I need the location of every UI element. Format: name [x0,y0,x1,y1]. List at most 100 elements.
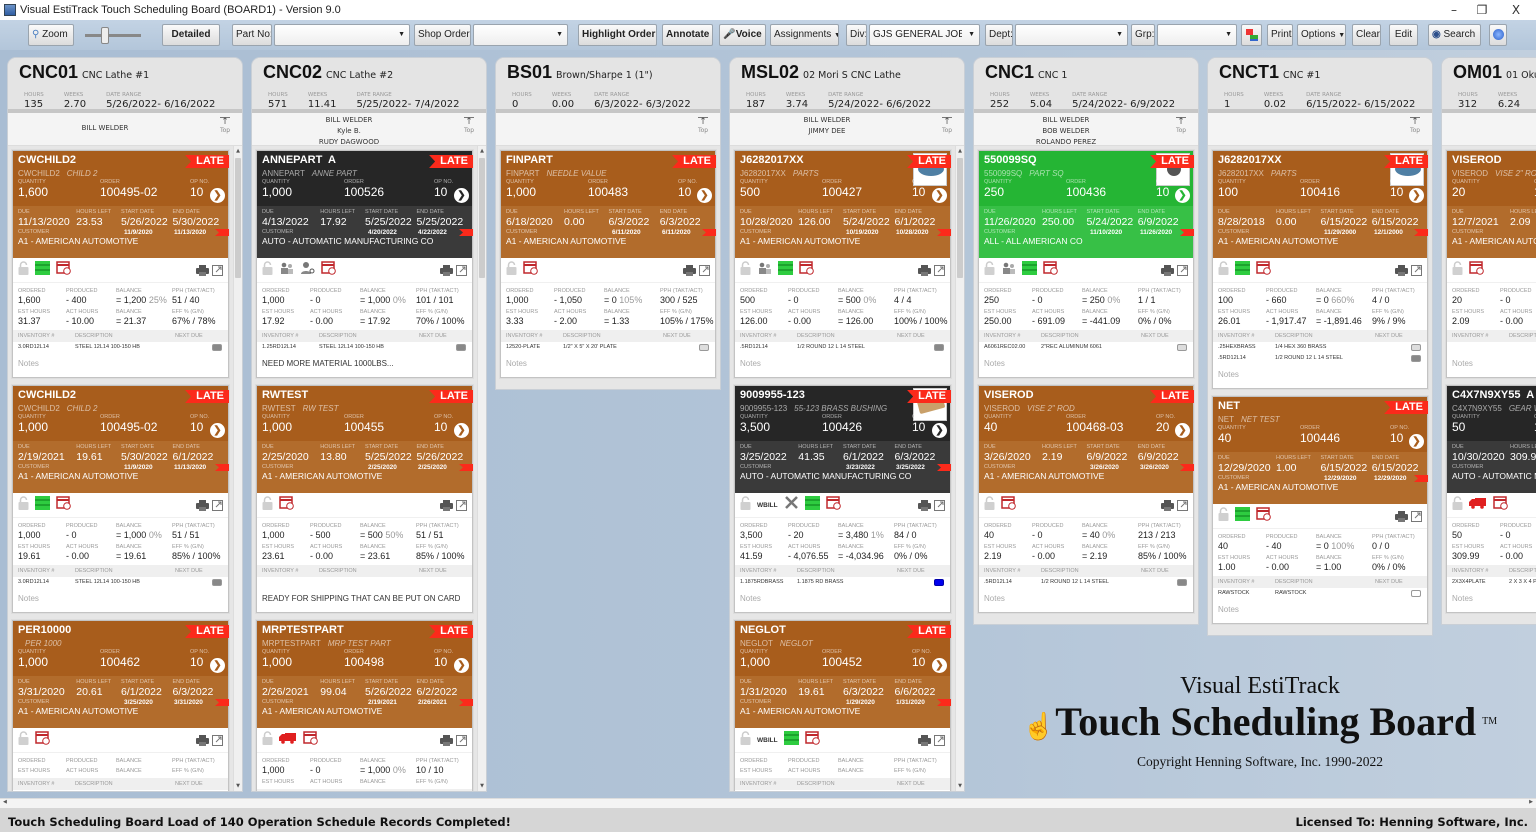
open-external-icon[interactable] [699,263,710,281]
calendar-icon[interactable] [799,260,814,280]
highlight-order-button[interactable]: Highlight Order [578,24,657,46]
people-icon[interactable] [279,261,294,280]
scroll-down-icon[interactable]: ▼ [958,783,962,789]
operation-card[interactable]: ANNEPART A ANNEPART ANNE PART LATE QUANTITY 1… [256,150,473,378]
detailed-button[interactable]: Detailed [162,24,220,46]
calendar-icon[interactable] [804,730,820,750]
edit-button[interactable]: Edit [1389,24,1418,46]
scroll-down-icon[interactable]: ▼ [480,783,484,789]
print-icon[interactable] [196,733,209,751]
zoom-slider[interactable] [85,27,141,44]
operation-card[interactable]: 550099SQ 550099SQ PART SQ LATE QUANTITY 250 OR… [978,150,1194,378]
vertical-scrollbar[interactable]: ▲ ▼ [955,146,964,791]
open-external-icon[interactable] [934,498,945,516]
scroll-top-button[interactable]: ↑ Top [218,117,232,134]
open-external-icon[interactable] [456,733,467,751]
tools-icon[interactable] [784,495,799,515]
card-notes[interactable]: Notes [1218,605,1239,614]
next-due-status-icon[interactable] [1411,355,1421,362]
vertical-scrollbar[interactable]: ▲ ▼ [477,146,486,791]
open-external-icon[interactable] [1177,498,1188,516]
card-notes[interactable]: NEED MORE MATERIAL 1000LBS... [262,359,394,368]
worker-name[interactable]: RUDY DAGWOOD [318,138,380,146]
next-operation-button[interactable]: ❯ [1175,423,1190,438]
calendar-icon[interactable] [303,730,318,750]
calendar-icon[interactable] [1256,260,1271,280]
next-operation-button[interactable]: ❯ [454,658,469,673]
next-due-status-icon[interactable] [456,344,466,351]
next-operation-button[interactable]: ❯ [454,423,469,438]
stack-icon[interactable] [778,260,793,280]
print-icon[interactable] [440,733,453,751]
close-button[interactable]: X [1511,3,1521,17]
print-icon[interactable] [918,733,931,751]
next-operation-button[interactable]: ❯ [454,188,469,203]
card-notes[interactable]: READY FOR SHIPPING THAT CAN BE PUT ON CA… [262,594,461,603]
minimize-button[interactable]: – [1451,3,1457,17]
stack-icon[interactable] [1235,506,1250,526]
next-operation-button[interactable]: ❯ [1409,434,1424,449]
worker-name[interactable]: BILL WELDER [1042,116,1090,124]
card-notes[interactable]: Notes [740,359,761,368]
resource-code[interactable]: CNC1 [985,62,1035,82]
open-external-icon[interactable] [1411,263,1422,281]
scrollbar-thumb[interactable] [957,158,963,278]
operation-card[interactable]: MRPTESTPART MRPTESTPART MRP TEST PART LATE Q… [256,620,473,791]
card-notes[interactable]: Notes [1452,359,1473,368]
scroll-right-icon[interactable]: ▶ [1529,799,1533,805]
operation-card[interactable]: CWCHILD2 CWCHILD2 CHILD 2 LATE QUANTITY 1,000… [12,385,229,613]
zoom-slider-thumb[interactable] [100,27,109,44]
lock-icon[interactable] [262,495,273,515]
next-due-status-icon[interactable] [934,579,944,586]
worker-name[interactable]: Kyle B. [337,127,361,135]
print-icon[interactable] [683,263,696,281]
scroll-up-icon[interactable]: ▲ [480,148,484,154]
next-due-status-icon[interactable] [1411,344,1421,351]
clear-button[interactable]: Clear [1352,24,1381,46]
stack-icon[interactable] [35,260,50,280]
calendar-icon[interactable] [35,730,50,750]
lock-icon[interactable] [1452,495,1463,515]
calendar-icon[interactable] [825,495,841,515]
next-due-status-icon[interactable] [1411,590,1421,597]
scrollbar-thumb[interactable] [479,158,485,278]
part-no-combo[interactable]: ▼ [274,24,410,46]
next-operation-button[interactable]: ❯ [932,423,947,438]
annotate-button[interactable]: Annotate [662,24,713,46]
shop-order-combo[interactable]: ▼ [473,24,568,46]
print-icon[interactable] [1395,263,1408,281]
worker-tag[interactable]: WBILL [757,736,778,744]
operation-card[interactable]: RWTEST RWTEST RW TEST LATE QUANTITY 1,000 ORDE… [256,385,473,613]
restore-button[interactable]: ❐ [1476,3,1488,17]
voice-button[interactable]: 🎤Voice [719,24,766,46]
lock-icon[interactable] [18,495,29,515]
lock-icon[interactable] [1452,260,1463,280]
card-notes[interactable]: Notes [18,359,39,368]
scroll-top-button[interactable]: ↑ Top [696,117,710,134]
calendar-icon[interactable] [279,495,294,515]
open-external-icon[interactable] [934,263,945,281]
next-due-status-icon[interactable] [1177,579,1187,586]
print-icon[interactable] [1395,509,1408,527]
open-external-icon[interactable] [212,263,223,281]
assignments-dropdown[interactable]: Assignments ▼ [770,24,839,46]
resource-code[interactable]: CNCT1 [1219,62,1280,82]
print-icon[interactable] [196,498,209,516]
scroll-up-icon[interactable]: ▲ [958,148,962,154]
lock-icon[interactable] [984,260,995,280]
stack-icon[interactable] [1235,260,1250,280]
open-external-icon[interactable] [212,733,223,751]
search-button[interactable]: ◉ Search [1428,24,1481,46]
print-icon[interactable] [918,263,931,281]
operation-card[interactable]: J6282017XX J6282017XX PARTS LATE QUANTITY 100… [1212,150,1428,389]
lock-icon[interactable] [740,730,751,750]
next-due-status-icon[interactable] [212,579,222,586]
truck-icon[interactable] [279,731,297,749]
worker-name[interactable]: BILL WELDER [803,116,851,124]
calendar-icon[interactable] [56,495,71,515]
open-external-icon[interactable] [934,733,945,751]
scroll-top-button[interactable]: ↑ Top [1408,117,1422,134]
lock-icon[interactable] [1218,506,1229,526]
next-operation-button[interactable]: ❯ [1175,188,1190,203]
